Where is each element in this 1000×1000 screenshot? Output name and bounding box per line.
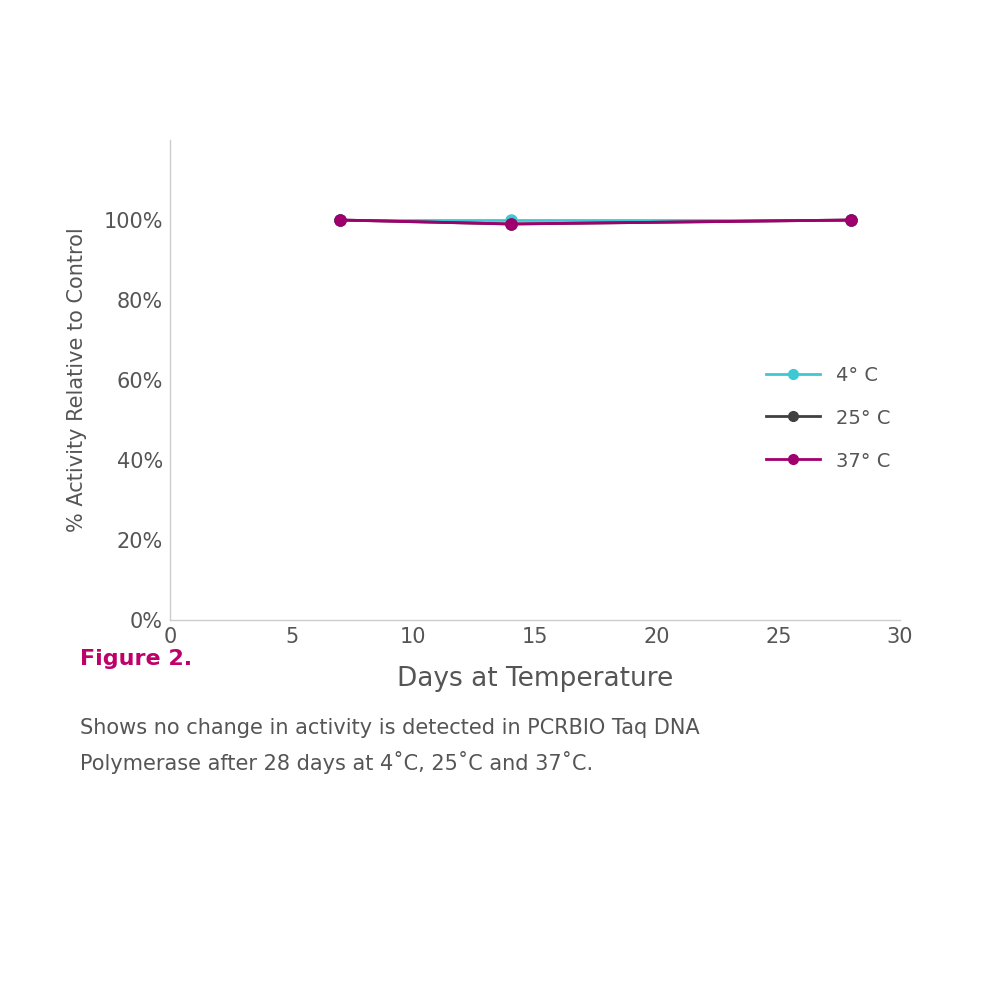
- 4° C: [334, 214, 346, 226]
- 25° C: [845, 214, 857, 226]
- 25° C: [505, 218, 517, 230]
- 37° C: [334, 214, 346, 226]
- 37° C: [845, 214, 857, 226]
- Line: 4° C: 4° C: [335, 214, 857, 226]
- Text: Figure 2.: Figure 2.: [80, 649, 192, 669]
- Legend: 4° C, 25° C, 37° C: 4° C, 25° C, 37° C: [766, 366, 890, 471]
- 4° C: [505, 214, 517, 226]
- Y-axis label: % Activity Relative to Control: % Activity Relative to Control: [67, 228, 87, 532]
- 25° C: [334, 214, 346, 226]
- Text: Shows no change in activity is detected in PCRBIO Taq DNA
Polymerase after 28 da: Shows no change in activity is detected …: [80, 718, 700, 774]
- Line: 37° C: 37° C: [335, 214, 857, 230]
- Line: 25° C: 25° C: [335, 214, 857, 230]
- 4° C: [845, 214, 857, 226]
- X-axis label: Days at Temperature: Days at Temperature: [397, 666, 673, 692]
- 37° C: [505, 218, 517, 230]
